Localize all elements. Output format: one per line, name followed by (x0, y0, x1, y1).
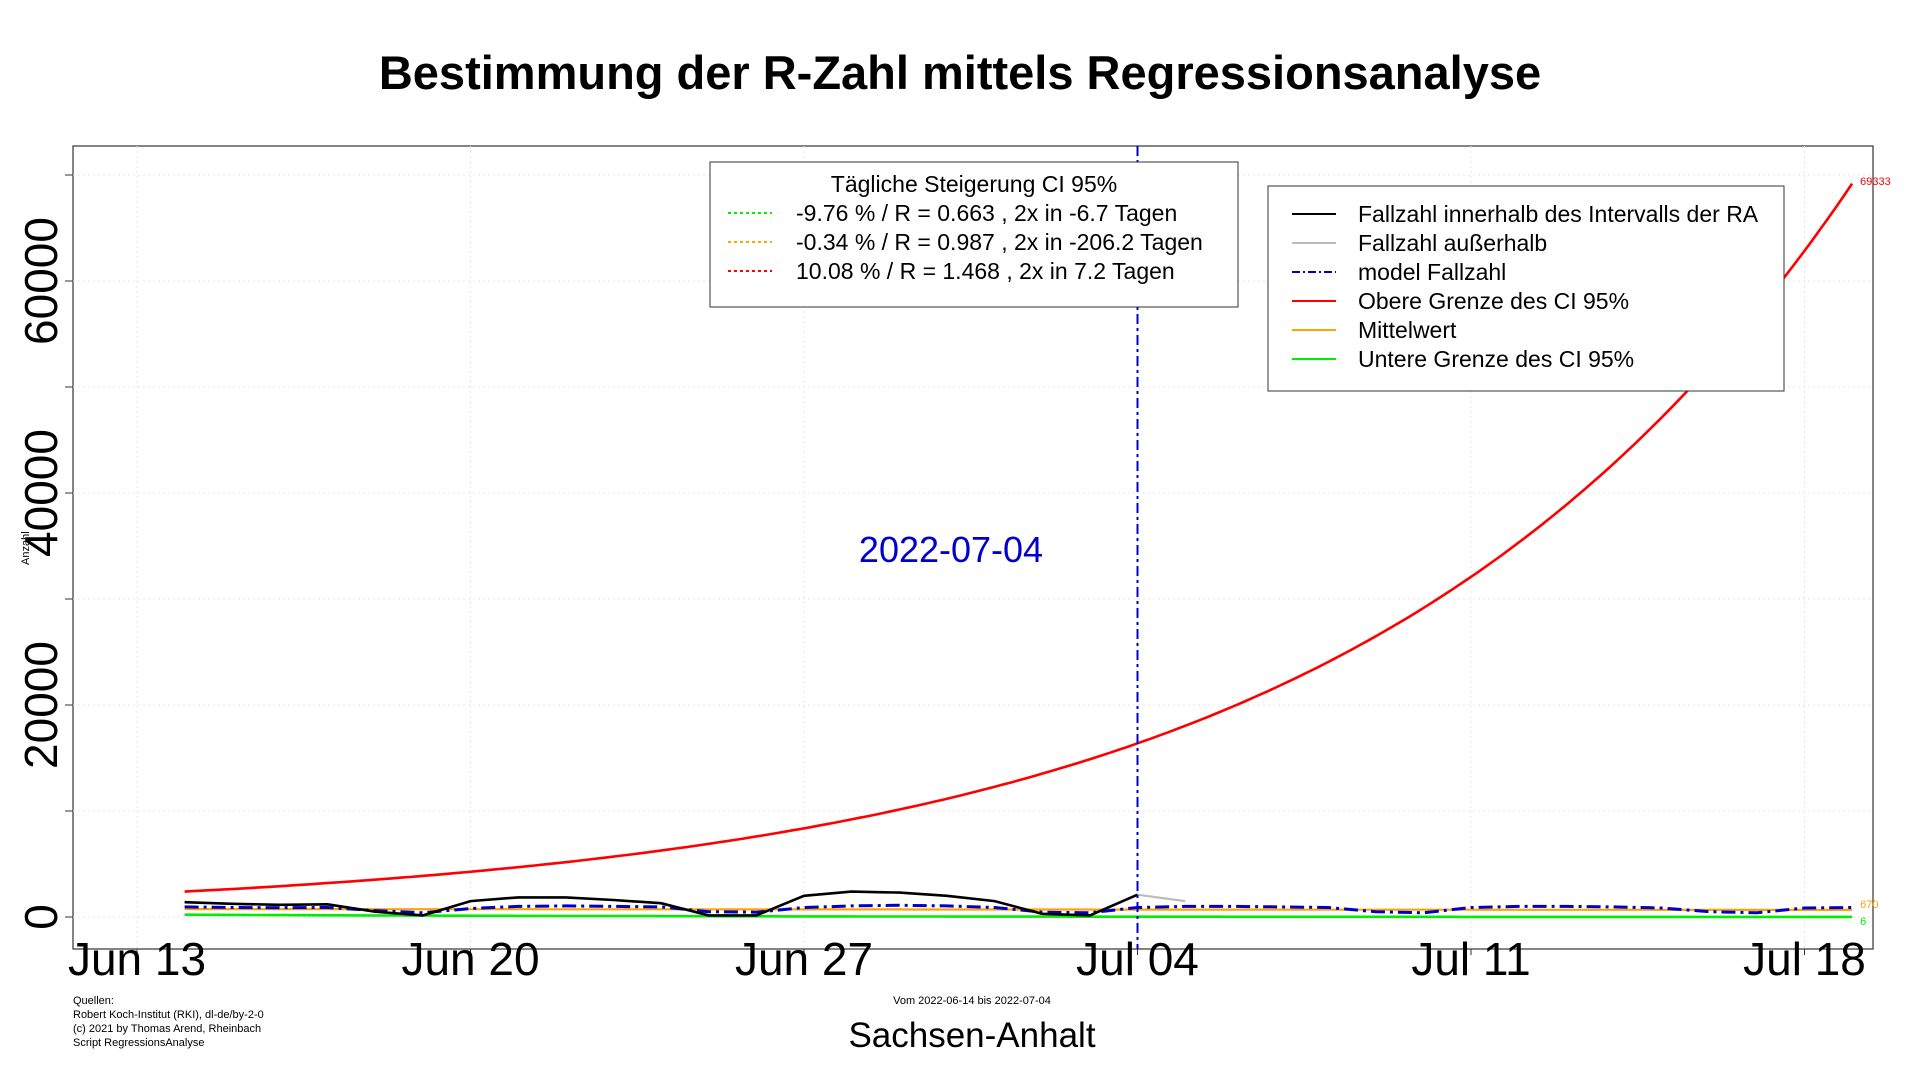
ci-legend-box (709, 161, 1239, 308)
end-labels: 69333 670 6 (1860, 176, 1891, 928)
series-line-mean (184, 907, 1853, 912)
end-value-label: 69333 (1860, 176, 1891, 188)
end-value-label: 6 (1860, 916, 1866, 928)
series-line-inside (184, 890, 1139, 917)
legend-entry: Fallzahl außerhalb (1358, 230, 1547, 256)
legend-box (1267, 185, 1785, 392)
x-tick-label: Jun 20 (401, 933, 539, 985)
legend-entry: Untere Grenze des CI 95% (1358, 346, 1634, 372)
ci-legend-entry: -9.76 % / R = 0.663 , 2x in -6.7 Tagen (796, 200, 1177, 226)
series-line-outside (1137, 893, 1186, 903)
legend-entry: Fallzahl innerhalb des Intervalls der RA (1358, 201, 1759, 227)
x-tick-label: Jul 18 (1743, 933, 1866, 985)
x-axis-label: Sachsen-Anhalt (848, 1016, 1095, 1055)
series-lines (184, 182, 1854, 919)
x-tick-label: Jul 04 (1076, 933, 1199, 985)
series-line-lower (184, 913, 1853, 919)
ci-legend: Tägliche Steigerung CI 95% -9.76 % / R =… (709, 161, 1239, 308)
x-tick-label: Jun 13 (68, 933, 206, 985)
sources: Quellen: Robert Koch-Institut (RKI), dl-… (73, 995, 264, 1049)
y-tick-label: 0 (15, 904, 67, 930)
y-axis-label: Anzahl (20, 531, 32, 565)
y-tick-label: 40000 (15, 429, 67, 557)
y-tick-label: 60000 (15, 217, 67, 345)
source-line: Quellen: (73, 995, 114, 1007)
legend-entry: Obere Grenze des CI 95% (1358, 288, 1629, 314)
legend-entry: Mittelwert (1358, 317, 1457, 343)
series-line-model (184, 903, 1853, 915)
ci-legend-entry: 10.08 % / R = 1.468 , 2x in 7.2 Tagen (796, 258, 1175, 284)
legend: Fallzahl innerhalb des Intervalls der RA… (1267, 185, 1785, 392)
source-line: Script RegressionsAnalyse (73, 1037, 204, 1049)
y-tick-label: 20000 (15, 641, 67, 769)
source-line: Robert Koch-Institut (RKI), dl-de/by-2-0 (73, 1009, 264, 1021)
x-axis: Jun 13 Jun 20 Jun 27 Jul 04 Jul 11 Jul 18 (68, 933, 1866, 985)
series-line-upper (184, 182, 1854, 893)
chart-title: Bestimmung der R-Zahl mittels Regression… (379, 46, 1541, 99)
source-line: (c) 2021 by Thomas Arend, Rheinbach (73, 1023, 261, 1035)
date-range-note: Vom 2022-06-14 bis 2022-07-04 (893, 995, 1051, 1007)
ci-legend-title: Tägliche Steigerung CI 95% (831, 171, 1117, 197)
x-tick-label: Jul 11 (1411, 933, 1530, 985)
x-tick-label: Jun 27 (735, 933, 873, 985)
plot-frame (72, 145, 1874, 950)
y-axis: 0 20000 40000 60000 (15, 174, 73, 930)
legend-entry: model Fallzahl (1358, 259, 1506, 285)
end-value-label: 670 (1860, 899, 1878, 911)
date-marker-label: 2022-07-04 (859, 529, 1043, 570)
ci-legend-entry: -0.34 % / R = 0.987 , 2x in -206.2 Tagen (796, 229, 1203, 255)
